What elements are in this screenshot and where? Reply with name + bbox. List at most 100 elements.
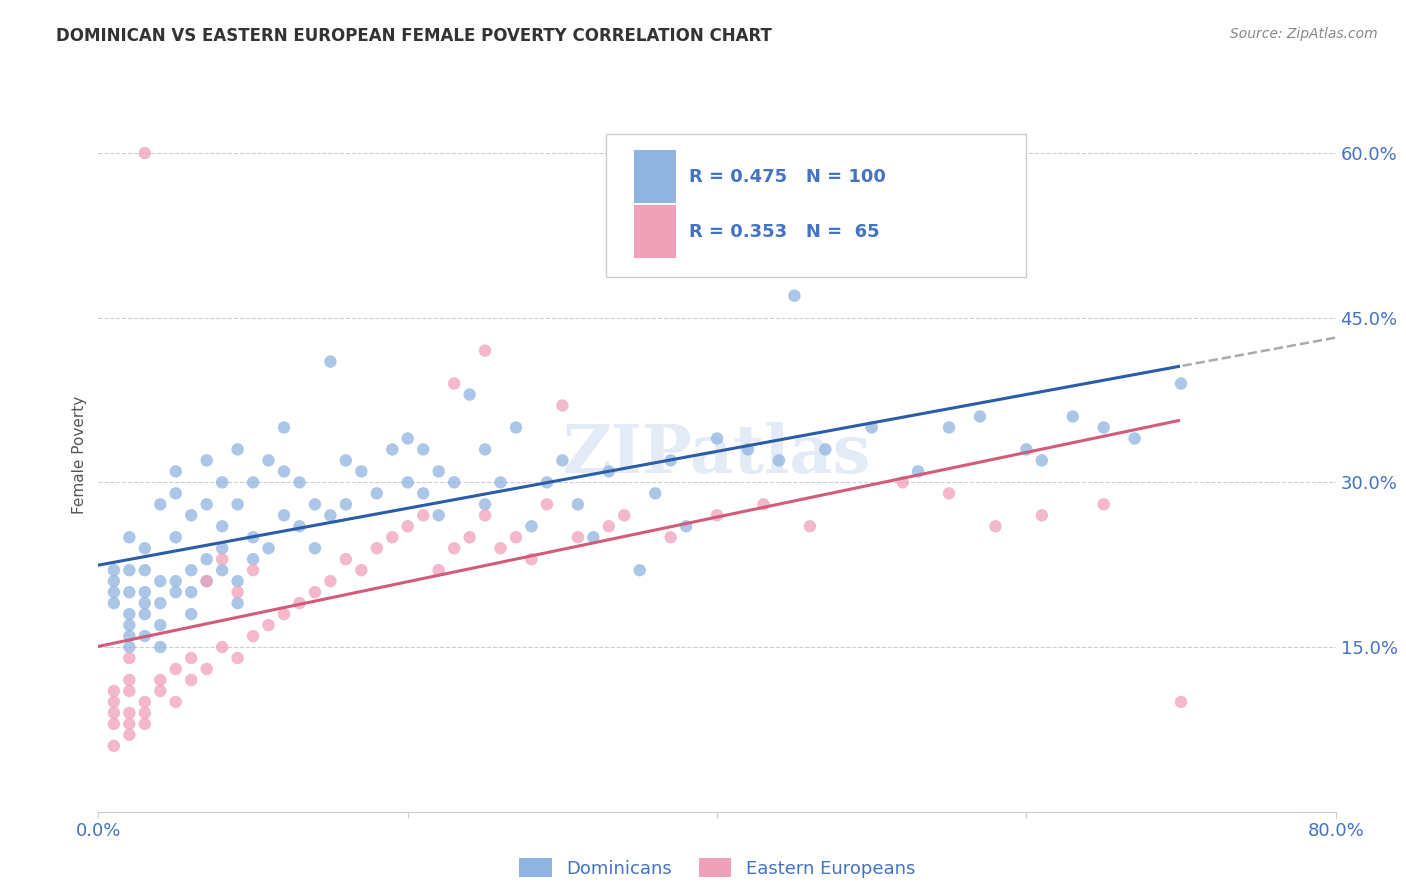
Point [489,475,512,490]
Point [319,574,342,589]
Point [103,706,125,720]
Point [226,596,249,610]
Point [304,497,326,511]
Point [180,607,202,621]
Point [103,563,125,577]
Point [474,508,496,523]
Point [505,420,527,434]
Point [814,442,837,457]
Point [118,684,141,698]
Point [659,453,682,467]
Point [628,563,651,577]
Point [118,607,141,621]
Point [613,508,636,523]
Point [304,585,326,599]
Point [165,585,187,599]
Point [149,596,172,610]
Point [242,530,264,544]
Point [644,486,666,500]
Point [226,585,249,599]
Point [195,574,218,589]
Point [165,662,187,676]
Point [907,464,929,478]
Point [520,552,543,566]
FancyBboxPatch shape [606,134,1026,277]
Point [242,552,264,566]
Point [706,508,728,523]
Point [551,399,574,413]
Point [458,530,481,544]
Point [396,475,419,490]
Point [984,201,1007,215]
Point [273,508,295,523]
Point [891,475,914,490]
Point [180,563,202,577]
Text: R = 0.475   N = 100: R = 0.475 N = 100 [689,168,886,186]
Point [103,717,125,731]
Point [195,662,218,676]
Point [396,432,419,446]
Point [860,420,883,434]
Point [195,552,218,566]
Point [752,497,775,511]
Point [165,695,187,709]
Point [938,486,960,500]
Point [319,508,342,523]
Point [149,673,172,687]
Point [257,618,280,632]
Point [427,508,450,523]
Text: DOMINICAN VS EASTERN EUROPEAN FEMALE POVERTY CORRELATION CHART: DOMINICAN VS EASTERN EUROPEAN FEMALE POV… [56,27,772,45]
Point [969,409,991,424]
Point [381,442,404,457]
Point [103,574,125,589]
Text: Source: ZipAtlas.com: Source: ZipAtlas.com [1230,27,1378,41]
Point [180,673,202,687]
Point [412,442,434,457]
Point [706,432,728,446]
Point [396,519,419,533]
Point [211,519,233,533]
Point [1170,695,1192,709]
Point [520,519,543,533]
Point [149,684,172,698]
Point [335,453,357,467]
Point [366,486,388,500]
Point [226,442,249,457]
Point [134,563,156,577]
Point [1170,376,1192,391]
Legend: Dominicans, Eastern Europeans: Dominicans, Eastern Europeans [512,851,922,885]
Point [118,728,141,742]
Point [195,497,218,511]
Y-axis label: Female Poverty: Female Poverty [72,396,87,514]
Point [1015,442,1038,457]
Point [195,453,218,467]
Point [165,464,187,478]
Point [257,541,280,556]
Point [288,519,311,533]
Point [783,289,806,303]
Point [350,464,373,478]
Point [103,695,125,709]
Point [288,596,311,610]
Point [226,574,249,589]
Point [799,519,821,533]
Point [165,530,187,544]
Point [118,717,141,731]
Point [118,585,141,599]
Point [273,607,295,621]
Point [134,629,156,643]
Point [180,585,202,599]
Point [118,618,141,632]
Point [536,497,558,511]
Point [211,640,233,654]
Point [366,541,388,556]
Point [134,706,156,720]
Point [226,497,249,511]
Point [211,563,233,577]
Point [1031,453,1053,467]
Point [1123,432,1146,446]
Point [1031,508,1053,523]
Point [118,563,141,577]
Text: R = 0.353   N =  65: R = 0.353 N = 65 [689,223,879,241]
Point [103,585,125,599]
